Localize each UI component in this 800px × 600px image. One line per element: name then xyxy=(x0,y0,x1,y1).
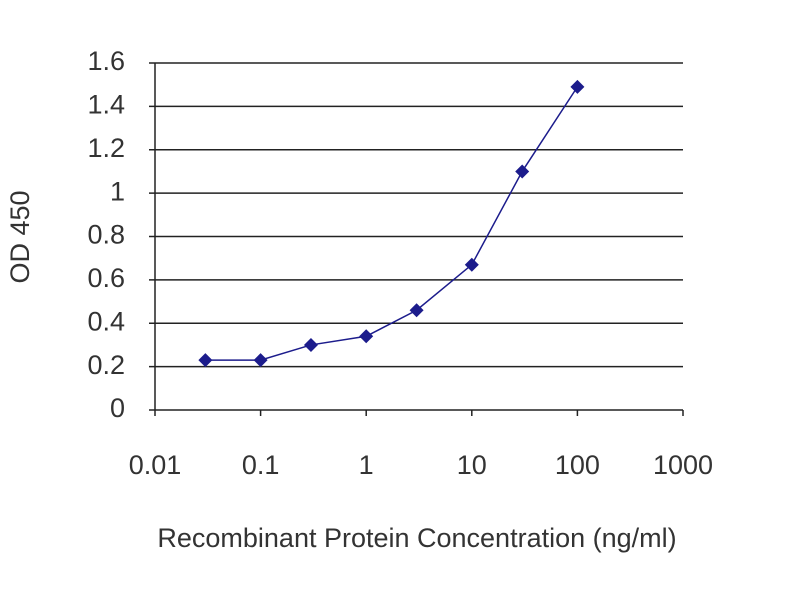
data-line xyxy=(205,86,579,361)
data-point xyxy=(409,303,424,318)
data-point xyxy=(464,257,479,272)
x-axis-label: Recombinant Protein Concentration (ng/ml… xyxy=(157,523,676,553)
data-point xyxy=(303,337,318,352)
y-tick-label: 1.2 xyxy=(87,133,125,163)
x-tick-label: 1000 xyxy=(653,450,713,480)
x-tick-label: 10 xyxy=(457,450,487,480)
y-tick-label: 0 xyxy=(110,393,125,423)
y-tick-label: 0.2 xyxy=(87,350,125,380)
y-tick-label: 0.6 xyxy=(87,263,125,293)
y-tick-label: 1 xyxy=(110,176,125,206)
data-point xyxy=(359,329,374,344)
data-point xyxy=(253,353,268,368)
y-tick-label: 0.8 xyxy=(87,220,125,250)
x-tick-label: 100 xyxy=(555,450,600,480)
y-axis-label: OD 450 xyxy=(5,190,35,283)
y-tick-label: 0.4 xyxy=(87,306,125,336)
x-tick-label: 1 xyxy=(359,450,374,480)
data-point xyxy=(570,79,585,94)
y-tick-label: 1.4 xyxy=(87,90,125,120)
y-tick-label: 1.6 xyxy=(87,46,125,76)
data-point xyxy=(515,164,530,179)
data-point xyxy=(198,353,213,368)
x-tick-label: 0.01 xyxy=(129,450,182,480)
x-tick-label: 0.1 xyxy=(242,450,280,480)
